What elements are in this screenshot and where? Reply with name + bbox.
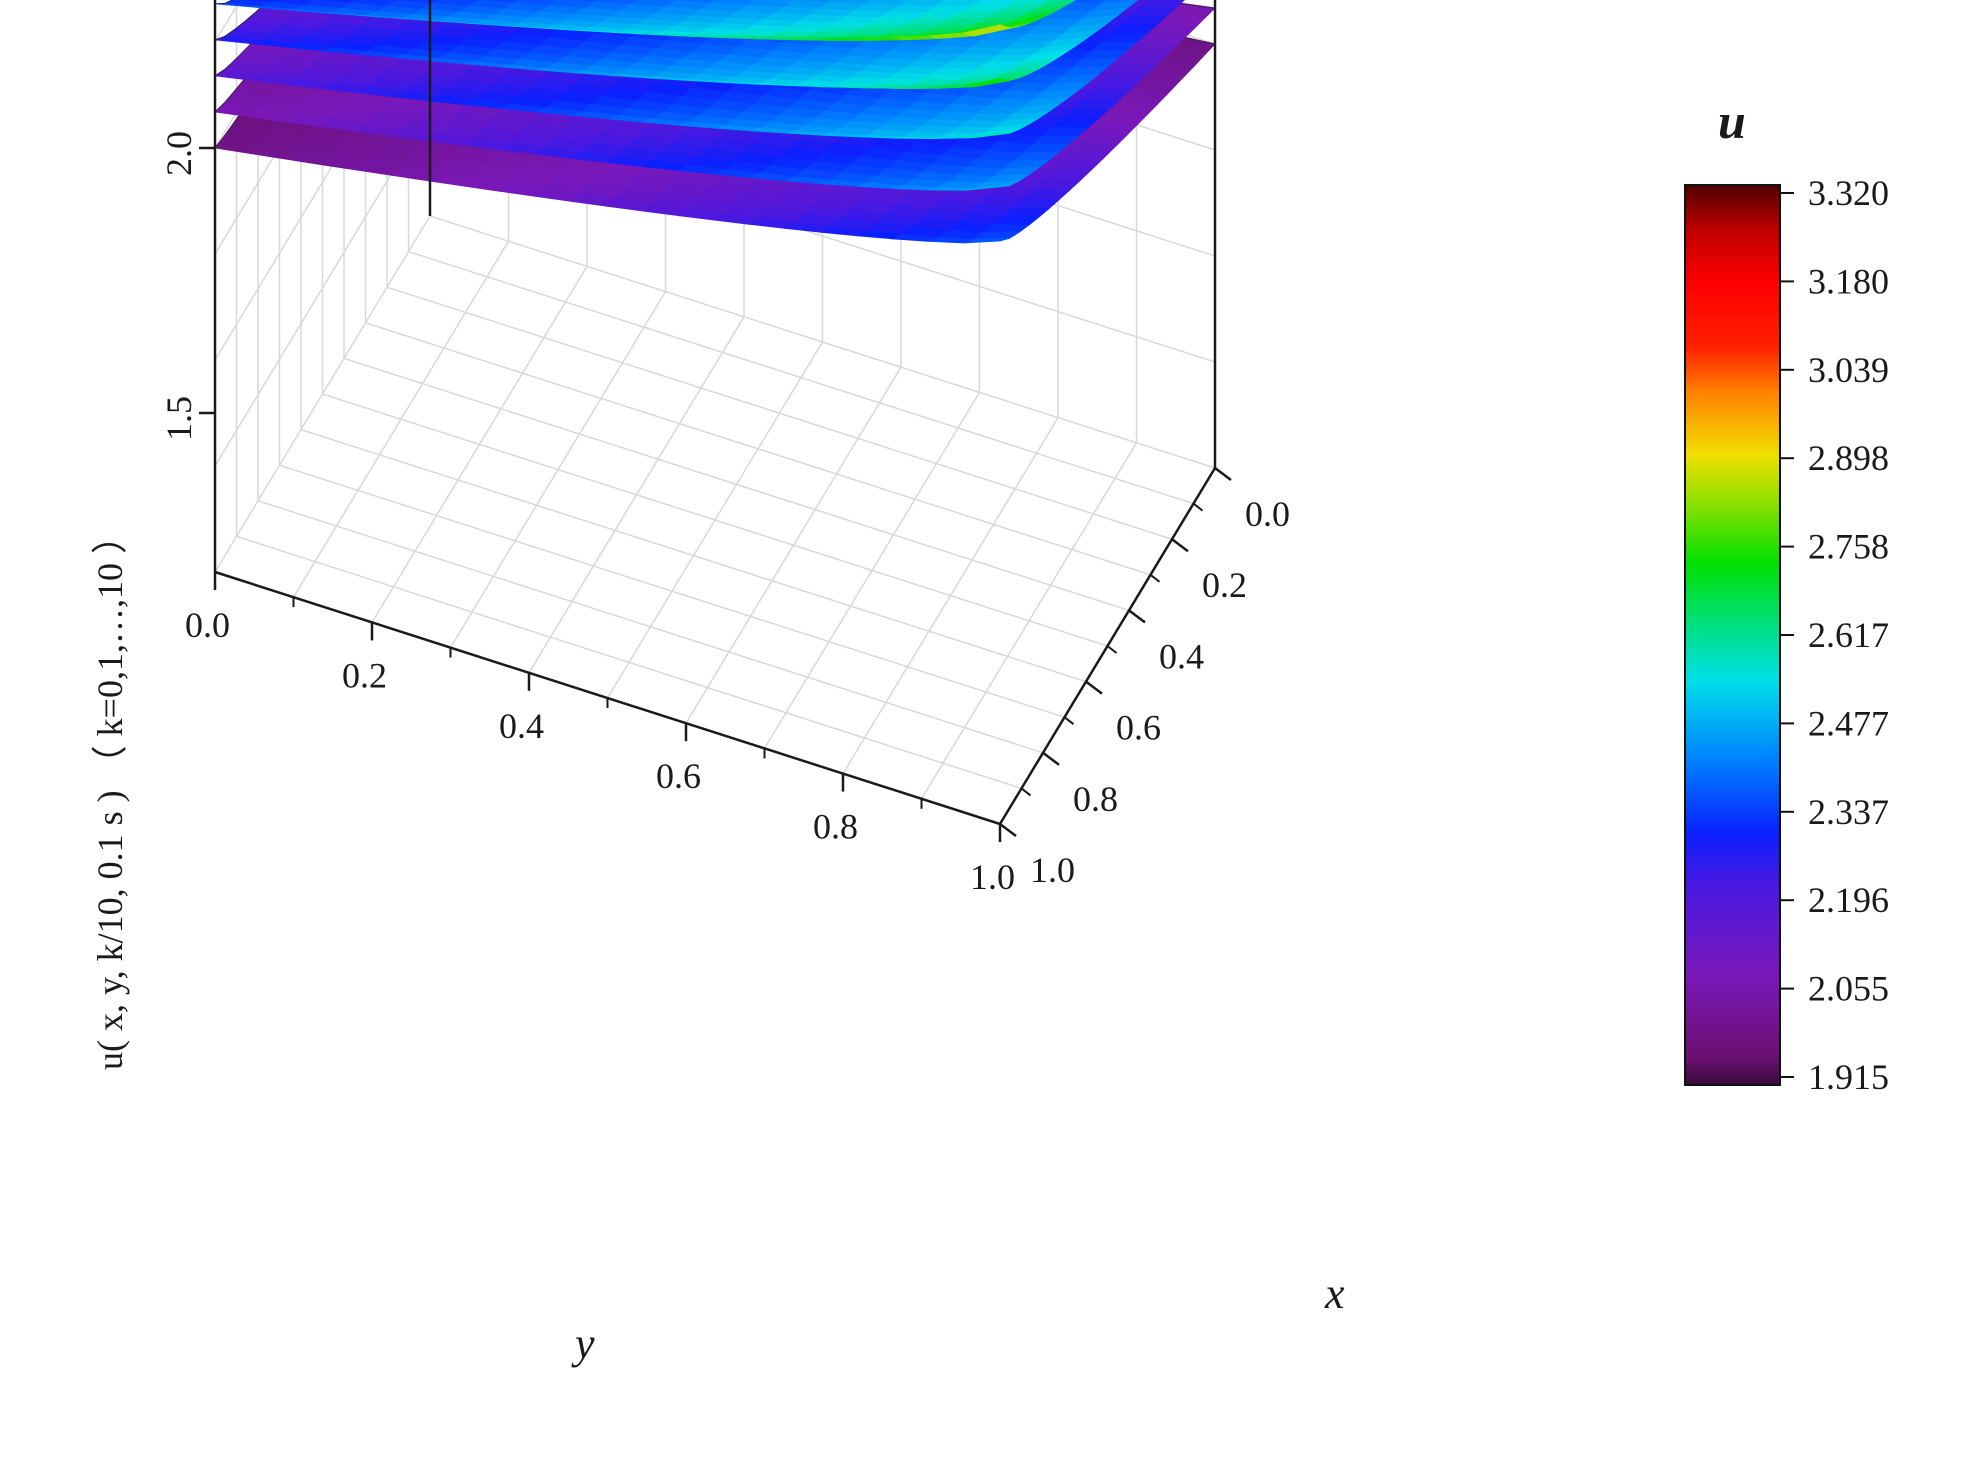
- floor-gridline: [408, 250, 1194, 505]
- floor-gridline: [429, 215, 1216, 469]
- floor-gridline: [292, 240, 510, 598]
- plot-box-gridlines: [214, 0, 1216, 825]
- floor-gridline: [214, 215, 431, 573]
- surface-patch: [964, 185, 1010, 191]
- floor-gridline: [449, 291, 667, 648]
- surface-layers: [213, 0, 1216, 244]
- surface-patch: [964, 237, 1010, 244]
- floor-gridline: [386, 286, 1173, 540]
- floor-gridline: [528, 316, 745, 674]
- floor-gridline: [343, 357, 1130, 612]
- floor-gridline: [365, 322, 1151, 576]
- floor-gridline: [371, 266, 588, 623]
- floor-gridline: [606, 341, 824, 699]
